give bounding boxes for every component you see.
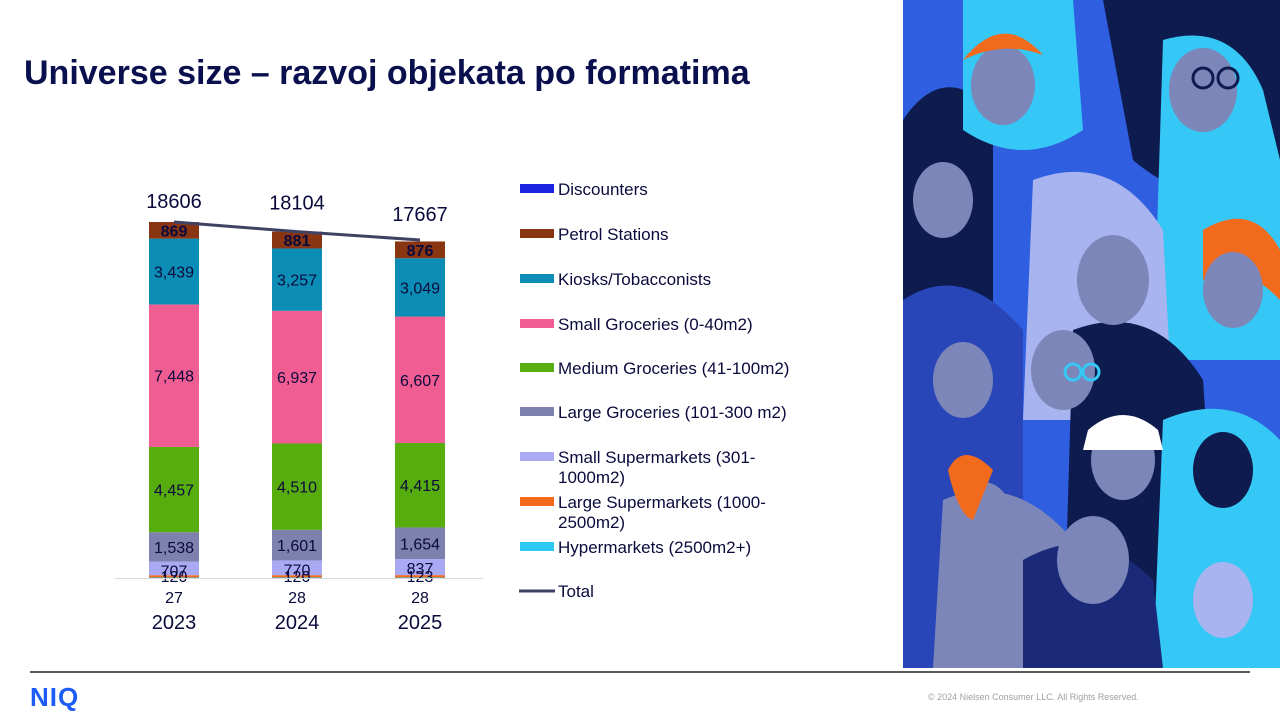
- data-label-2023-5: 7,448: [154, 369, 194, 386]
- axis-layer: 2023 2024 2025: [115, 578, 483, 634]
- legend-swatch-5: [520, 407, 554, 416]
- data-label-2025-2: 837: [407, 561, 434, 578]
- x-tick-label-2025: 2025: [398, 612, 443, 634]
- bar-segment-2025-4: [395, 442, 445, 528]
- bar-segment-2024-3: [272, 529, 322, 561]
- legend-swatch-1: [520, 229, 554, 238]
- legend-label-9: Total: [558, 582, 594, 601]
- data-label-2025-3: 1,654: [400, 536, 440, 553]
- bar-segment-2024-6: [272, 248, 322, 311]
- data-label-2024-5: 6,937: [277, 370, 317, 387]
- bar-segment-2024-2: [272, 560, 322, 576]
- data-label-2023-1: 120: [161, 569, 188, 586]
- legend-swatch-3: [520, 319, 554, 328]
- bar-segment-2025-7: [395, 241, 445, 259]
- data-label-2024-0: 28: [288, 590, 306, 607]
- data-label-2023-0: 27: [165, 590, 183, 607]
- bar-segment-2025-1: [395, 575, 445, 578]
- bar-segment-2023-3: [149, 532, 199, 562]
- data-label-2023-7: 869: [161, 223, 188, 240]
- total-line: [173, 220, 421, 242]
- bar-segment-2023-6: [149, 238, 199, 305]
- legend-item-2: Kiosks/Tobacconists: [520, 270, 711, 289]
- legend-label-3: Small Groceries (0-40m2): [558, 315, 753, 334]
- slide-title: Universe size – razvoj objekata po forma…: [24, 54, 750, 92]
- bar-segment-2023-1: [149, 575, 199, 578]
- bar-segment-2025-0: [395, 577, 445, 578]
- data-label-2024-1: 120: [284, 569, 311, 586]
- data-label-2025-7: 876: [407, 243, 434, 260]
- labels-layer: 271207071,5384,4577,4483,439869281207701…: [154, 223, 440, 607]
- legend-label-0: Discounters: [558, 180, 648, 199]
- legend-swatch-4: [520, 363, 554, 372]
- bar-segment-2024-5: [272, 310, 322, 444]
- legend-item-0: Discounters: [520, 180, 648, 199]
- legend-label-2: Kiosks/Tobacconists: [558, 270, 711, 289]
- legend-item-4: Medium Groceries (41-100m2): [520, 359, 789, 378]
- data-label-2023-4: 4,457: [154, 483, 194, 500]
- data-label-2025-5: 6,607: [400, 373, 440, 390]
- legend-label-4: Medium Groceries (41-100m2): [558, 359, 789, 378]
- x-tick-label-2024: 2024: [275, 612, 320, 634]
- bar-segment-2023-5: [149, 304, 199, 447]
- legend-item-1: Petrol Stations: [520, 225, 669, 244]
- legend-item-9: Total: [519, 582, 594, 601]
- bar-segment-2023-2: [149, 561, 199, 576]
- footer-divider: [30, 671, 1250, 673]
- bar-segment-2024-1: [272, 575, 322, 578]
- legend-label-6: Small Supermarkets (301-1000m2): [558, 448, 755, 487]
- legend-swatch-0: [520, 184, 554, 193]
- bar-segment-2023-4: [149, 446, 199, 533]
- data-label-2023-6: 3,439: [154, 265, 194, 282]
- bar-segment-2024-4: [272, 443, 322, 530]
- data-label-2024-2: 770: [284, 562, 311, 579]
- data-label-2023-3: 1,538: [154, 540, 194, 557]
- total-label-2025: 17667: [392, 204, 448, 226]
- bar-segment-2023-0: [149, 577, 199, 578]
- legend-layer: Discounters Petrol Stations Kiosks/Tobacco…: [519, 180, 789, 601]
- niq-logo: NIQ: [30, 682, 80, 712]
- data-label-2025-0: 28: [411, 590, 429, 607]
- data-label-2024-7: 881: [284, 233, 311, 250]
- crowd-illustration: [903, 0, 1280, 668]
- legend-item-5: Large Groceries (101-300 m2): [520, 403, 787, 422]
- legend-swatch-8: [520, 542, 554, 551]
- bar-segment-2025-6: [395, 258, 445, 317]
- legend-item-8: Hypermarkets (2500m2+): [520, 538, 751, 557]
- x-tick-label-2023: 2023: [152, 612, 197, 634]
- legend-swatch-2: [520, 274, 554, 283]
- data-label-2025-4: 4,415: [400, 478, 440, 495]
- bars-layer: [149, 222, 445, 578]
- bar-segment-2025-2: [395, 559, 445, 576]
- bar-segment-2025-5: [395, 316, 445, 443]
- legend-item-6: Small Supermarkets (301-1000m2): [520, 448, 755, 487]
- bar-segment-2024-0: [272, 577, 322, 578]
- data-label-2024-3: 1,601: [277, 538, 317, 555]
- legend-swatch-6: [520, 452, 554, 461]
- total-label-2023: 18606: [146, 191, 202, 213]
- bar-segment-2024-7: [272, 231, 322, 249]
- copyright-notice: © 2024 Nielsen Consumer LLC. All Rights …: [928, 692, 1139, 702]
- data-label-2023-2: 707: [161, 564, 188, 581]
- bar-segment-2025-3: [395, 527, 445, 560]
- data-label-2024-6: 3,257: [277, 273, 317, 290]
- data-label-2025-1: 123: [407, 569, 434, 586]
- total-layer: 18606 18104 17667: [146, 191, 448, 242]
- legend-swatch-7: [520, 497, 554, 506]
- data-label-2024-4: 4,510: [277, 480, 317, 497]
- legend-label-7: Large Supermarkets (1000-2500m2): [558, 493, 766, 532]
- stacked-bar-chart: 271207071,5384,4577,4483,439869281207701…: [115, 180, 789, 634]
- legend-item-3: Small Groceries (0-40m2): [520, 315, 753, 334]
- data-label-2025-6: 3,049: [400, 280, 440, 297]
- legend-label-1: Petrol Stations: [558, 225, 669, 244]
- legend-label-5: Large Groceries (101-300 m2): [558, 403, 787, 422]
- legend-item-7: Large Supermarkets (1000-2500m2): [520, 493, 766, 532]
- total-label-2024: 18104: [269, 193, 325, 215]
- bar-segment-2023-7: [149, 222, 199, 239]
- legend-label-8: Hypermarkets (2500m2+): [558, 538, 751, 557]
